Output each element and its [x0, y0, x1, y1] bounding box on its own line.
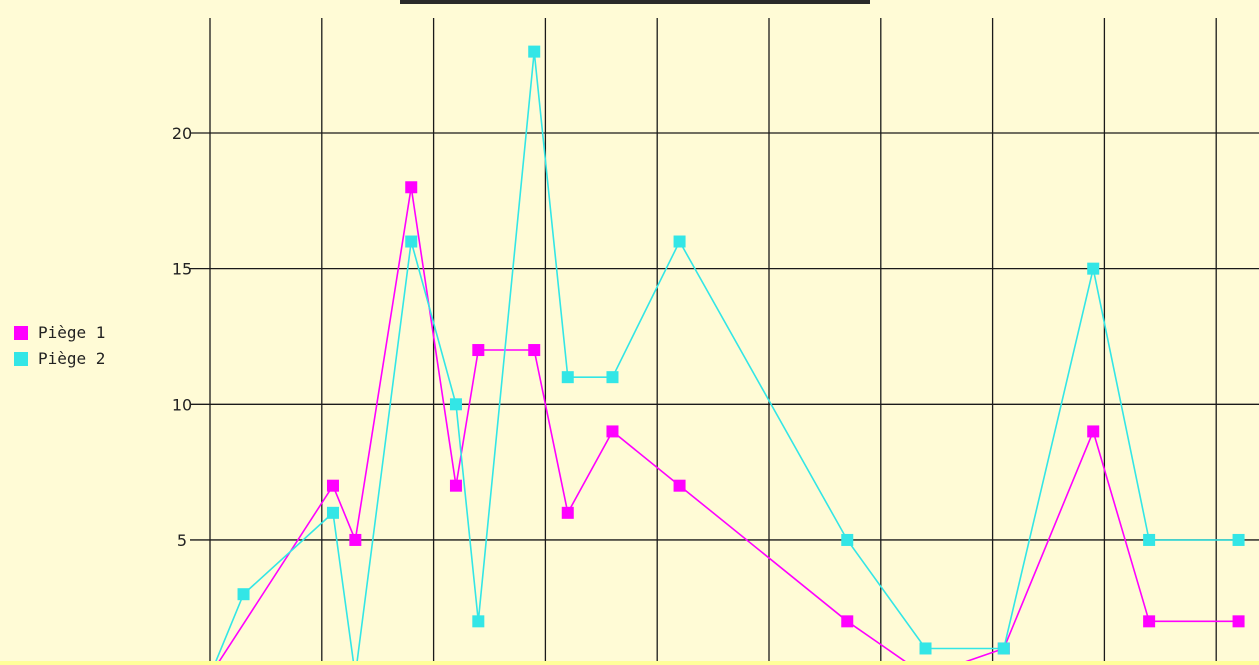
series-1-point: [561, 506, 574, 519]
series-1-point: [326, 479, 339, 492]
legend: Piège 1 Piège 2: [14, 320, 105, 372]
series-2-point: [919, 642, 932, 655]
series-2-point: [449, 398, 462, 411]
series-2-point: [561, 371, 574, 384]
y-tick-label: 15: [172, 260, 192, 279]
legend-label-piege-2: Piège 2: [38, 349, 106, 368]
series-1-point: [528, 344, 541, 357]
series-1-point: [405, 181, 418, 194]
series-1-point: [349, 533, 362, 546]
series-1-point: [1087, 425, 1100, 438]
title-strip: [400, 0, 870, 4]
legend-label-piege-1: Piège 1: [38, 323, 106, 342]
legend-item-piege-1: Piège 1: [14, 320, 105, 346]
series-2-point: [1143, 533, 1156, 546]
series-1-point: [1143, 615, 1156, 628]
series-1-point: [841, 615, 854, 628]
series-2-point: [528, 45, 541, 58]
series-2-point: [606, 371, 619, 384]
legend-swatch-piege-1: [14, 326, 28, 340]
series-2-point: [997, 642, 1010, 655]
y-tick-label: 5: [177, 531, 187, 550]
series-line-1: [215, 187, 1239, 665]
series-2-point: [1232, 533, 1245, 546]
series-2-point: [405, 235, 418, 248]
bottom-strip: [0, 661, 1259, 665]
series-1-point: [606, 425, 619, 438]
legend-item-piege-2: Piège 2: [14, 346, 105, 372]
series-2-point: [1087, 262, 1100, 275]
series-1-point: [449, 479, 462, 492]
series-2-point: [472, 615, 485, 628]
series-2-point: [841, 533, 854, 546]
y-tick-label: 20: [172, 124, 192, 143]
series-2-point: [326, 506, 339, 519]
series-2-point: [237, 588, 250, 601]
series-1-point: [673, 479, 686, 492]
series-1-point: [1232, 615, 1245, 628]
legend-swatch-piege-2: [14, 352, 28, 366]
y-tick-label: 10: [172, 395, 192, 414]
series-2-point: [673, 235, 686, 248]
series-1-point: [472, 344, 485, 357]
